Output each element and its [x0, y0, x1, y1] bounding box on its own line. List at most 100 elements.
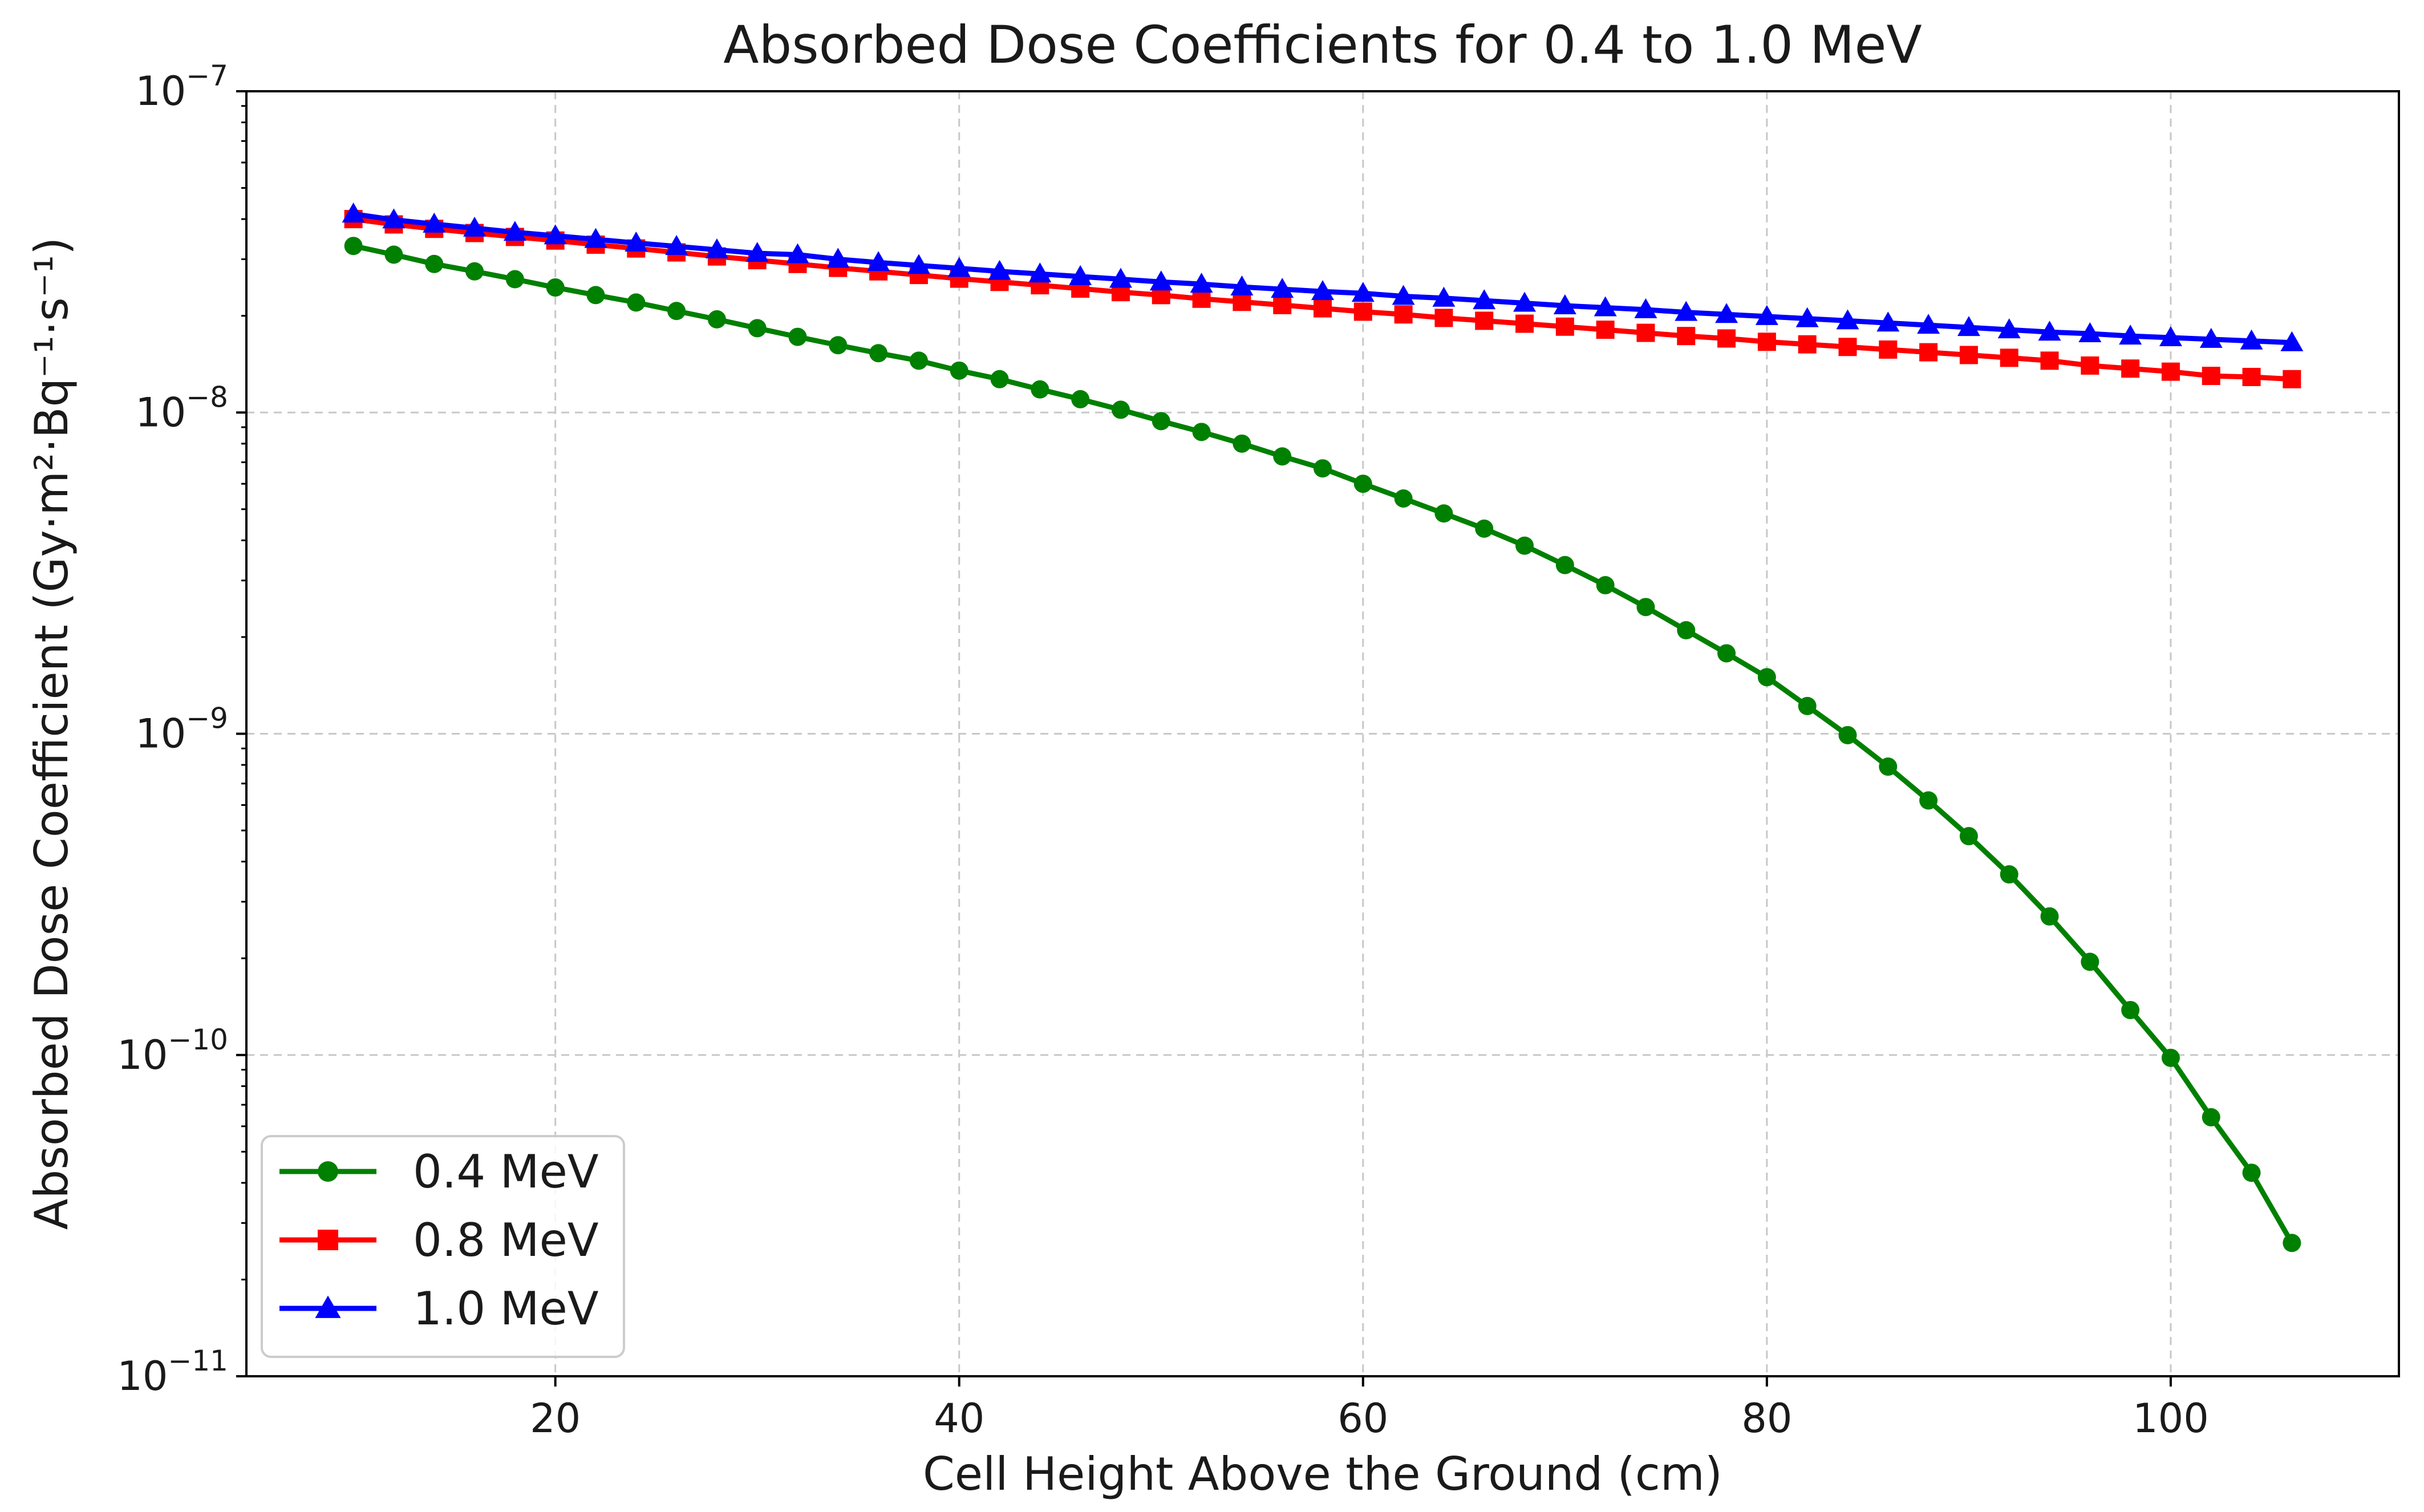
data-point: [826, 248, 850, 268]
data-point: [1515, 314, 1534, 333]
data-point: [1879, 340, 1898, 359]
legend-label: 0.8 MeV: [413, 1214, 599, 1267]
data-point: [1233, 293, 1251, 311]
data-point: [1838, 725, 1857, 744]
data-point: [1353, 302, 1372, 321]
data-point: [505, 270, 524, 289]
data-point: [1434, 309, 1453, 327]
data-point: [1596, 576, 1615, 595]
data-point: [2038, 321, 2061, 341]
data-point: [2283, 1234, 2301, 1252]
y-tick-exponent: −9: [186, 702, 228, 735]
data-point: [1071, 390, 1090, 408]
data-point: [315, 1295, 341, 1318]
y-axis-label: Absorbed Dose Coefficient (Gy·m²·Bq⁻¹·s⁻…: [25, 237, 78, 1230]
x-axis-ticks: 20 40 60 80 100: [530, 1376, 2209, 1442]
data-point: [2121, 1000, 2140, 1019]
data-point: [988, 260, 1011, 280]
y-tick-base: 10: [117, 1032, 168, 1079]
x-tick-label: 40: [934, 1395, 984, 1442]
data-point: [1596, 321, 1615, 339]
y-tick-label: 10−7: [135, 59, 228, 115]
y-tick-label: 10−11: [117, 1344, 228, 1400]
data-point: [1919, 343, 1938, 362]
data-point: [788, 327, 807, 346]
data-point: [1836, 309, 1859, 330]
data-point: [1959, 827, 1978, 846]
data-point: [2040, 351, 2059, 370]
data-point: [2283, 370, 2301, 388]
data-point: [2119, 325, 2142, 345]
data-point: [1717, 644, 1736, 663]
data-point: [1959, 346, 1978, 364]
data-point: [1392, 285, 1415, 305]
legend-box: [261, 1135, 625, 1358]
data-point: [1230, 275, 1254, 296]
data-point: [1997, 318, 2021, 339]
data-point: [1273, 295, 1292, 314]
data-point: [1434, 504, 1453, 523]
y-tick-exponent: −11: [168, 1344, 228, 1377]
data-point: [867, 251, 890, 271]
data-point: [667, 302, 686, 321]
y-tick-exponent: −7: [186, 59, 228, 92]
data-point: [1515, 536, 1534, 555]
x-tick-label: 100: [2133, 1395, 2209, 1442]
data-point: [625, 232, 648, 252]
data-point: [909, 351, 928, 370]
data-point: [2280, 331, 2304, 351]
data-point: [1838, 338, 1857, 356]
data-point: [1757, 668, 1776, 687]
data-point: [2159, 326, 2182, 347]
data-point: [748, 319, 767, 338]
x-tick-label: 20: [530, 1395, 581, 1442]
data-point: [1919, 791, 1938, 810]
data-point: [1636, 598, 1655, 617]
data-point: [2161, 1048, 2180, 1067]
chart-title: Absorbed Dose Coefficients for 0.4 to 1.…: [723, 15, 1922, 75]
data-point: [1879, 757, 1898, 776]
data-point: [707, 310, 726, 329]
data-point: [990, 370, 1009, 388]
y-tick-label: 10−8: [135, 380, 228, 436]
data-point: [546, 278, 565, 297]
data-point: [1677, 621, 1696, 640]
data-point: [1876, 311, 1900, 332]
data-point: [1675, 301, 1698, 321]
data-point: [907, 254, 930, 274]
data-point: [584, 228, 607, 248]
y-tick-label: 10−10: [117, 1023, 228, 1079]
y-tick-base: 10: [135, 389, 186, 436]
data-point: [503, 221, 526, 241]
data-point: [1715, 303, 1738, 323]
data-point: [544, 224, 567, 245]
data-point: [1957, 316, 1980, 337]
legend: 0.4 MeV 0.8 MeV 1.0 MeV: [261, 1135, 625, 1358]
data-point: [2040, 907, 2059, 926]
data-point: [2078, 322, 2102, 342]
data-point: [1917, 314, 1940, 334]
data-point: [2000, 348, 2018, 367]
data-point: [1273, 447, 1292, 466]
data-point: [1111, 400, 1130, 419]
data-point: [2081, 356, 2099, 375]
legend-entry: 1.0 MeV: [279, 1282, 599, 1335]
y-tick-base: 10: [135, 68, 186, 115]
data-point: [1636, 323, 1655, 342]
data-point: [1798, 696, 1817, 715]
data-point: [1311, 280, 1334, 301]
x-tick-label: 60: [1337, 1395, 1388, 1442]
data-point: [2199, 327, 2223, 348]
data-point: [384, 245, 403, 264]
data-point: [1353, 475, 1372, 493]
data-point: [1233, 434, 1251, 453]
data-point: [1149, 270, 1173, 291]
data-point: [1394, 305, 1413, 324]
data-point: [1475, 311, 1494, 330]
y-tick-label: 10−9: [135, 702, 228, 757]
data-point: [2161, 362, 2180, 381]
plot-series: [342, 202, 2304, 1252]
x-tick-label: 80: [1741, 1395, 1792, 1442]
